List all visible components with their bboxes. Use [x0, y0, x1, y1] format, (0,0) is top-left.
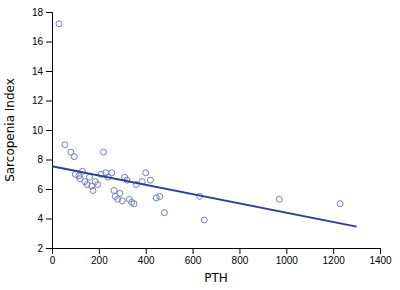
y-tick-label: 8 — [37, 154, 43, 165]
scatter-point — [143, 170, 149, 176]
y-tick-label: 10 — [32, 125, 44, 136]
scatter-point — [90, 187, 96, 193]
scatter-point — [147, 177, 153, 183]
x-tick-mark — [380, 248, 381, 254]
y-tick-mark — [46, 189, 52, 190]
x-tick-label: 1400 — [369, 255, 392, 266]
y-tick-label: 12 — [32, 95, 44, 106]
y-tick: 8 — [37, 154, 52, 165]
y-tick-mark — [46, 71, 52, 72]
scatter-point — [56, 21, 62, 27]
scatter-point — [101, 149, 107, 155]
x-tick-label: 200 — [91, 255, 108, 266]
marks — [52, 21, 357, 227]
x-tick: 400 — [138, 248, 155, 266]
y-axis: 2 4 6 8 10 12 14 16 18 — [32, 7, 53, 254]
y-axis-title: Sarcopenia Index — [3, 78, 17, 182]
y-tick-label: 16 — [32, 36, 44, 47]
scatter-point — [157, 193, 163, 199]
y-tick: 2 — [37, 243, 52, 254]
regression-line — [52, 166, 357, 226]
x-tick: 800 — [232, 248, 249, 266]
x-tick: 600 — [185, 248, 202, 266]
x-axis-line — [53, 249, 381, 255]
y-tick: 16 — [32, 36, 52, 47]
y-tick: 18 — [32, 7, 52, 18]
scatter-point — [201, 217, 207, 223]
x-tick-mark — [193, 248, 194, 254]
scatter-point — [153, 195, 159, 201]
y-tick: 10 — [32, 125, 52, 136]
scatter-point — [109, 170, 115, 176]
y-tick-label: 4 — [37, 213, 43, 224]
plot: 0 200 400 600 800 1000 1200 1400 2 4 6 8 10 12 14 16 18 — [32, 7, 392, 266]
scatter-point — [337, 201, 343, 207]
y-tick-mark — [46, 160, 52, 161]
x-tick: 200 — [91, 248, 108, 266]
x-tick-mark — [146, 248, 147, 254]
x-tick: 1400 — [369, 248, 392, 266]
y-tick-mark — [46, 248, 52, 249]
scatter-point — [71, 154, 77, 160]
scatter-point — [119, 198, 125, 204]
x-tick: 1000 — [276, 248, 299, 266]
scatter-point — [117, 190, 123, 196]
x-tick-label: 600 — [185, 255, 202, 266]
x-tick-label: 1000 — [276, 255, 299, 266]
x-tick-label: 0 — [50, 255, 56, 266]
x-tick-mark — [286, 248, 287, 254]
scatter-point — [86, 174, 92, 180]
y-tick-mark — [46, 42, 52, 43]
x-tick-mark — [239, 248, 240, 254]
y-tick-mark — [46, 219, 52, 220]
scatter-point — [161, 210, 167, 216]
scatter-point — [111, 187, 117, 193]
x-tick-mark — [333, 248, 334, 254]
x-tick-label: 1200 — [323, 255, 346, 266]
scatter-point — [62, 142, 68, 148]
y-tick: 4 — [37, 213, 52, 224]
y-tick-mark — [46, 130, 52, 131]
x-tick-label: 400 — [138, 255, 155, 266]
x-axis: 0 200 400 600 800 1000 1200 1400 — [50, 248, 392, 266]
x-tick-label: 800 — [232, 255, 249, 266]
scatter-point — [95, 182, 101, 188]
x-tick-mark — [99, 248, 100, 254]
y-tick-label: 6 — [37, 184, 43, 195]
y-tick-mark — [46, 101, 52, 102]
y-tick-mark — [46, 12, 52, 13]
scatter-point — [131, 201, 137, 207]
y-tick: 12 — [32, 95, 52, 106]
x-tick: 1200 — [323, 248, 346, 266]
chart: 0 200 400 600 800 1000 1200 1400 2 4 6 8 10 12 14 16 18 P… — [0, 0, 400, 290]
scatter-point — [276, 196, 282, 202]
y-tick-label: 2 — [37, 243, 43, 254]
y-tick: 6 — [37, 184, 52, 195]
scatter-points — [56, 21, 343, 223]
y-tick-label: 14 — [32, 66, 44, 77]
y-tick: 14 — [32, 66, 52, 77]
y-axis-line — [46, 13, 53, 249]
x-tick: 0 — [50, 248, 56, 266]
x-axis-title: PTH — [204, 271, 228, 285]
y-tick-label: 18 — [32, 7, 44, 18]
